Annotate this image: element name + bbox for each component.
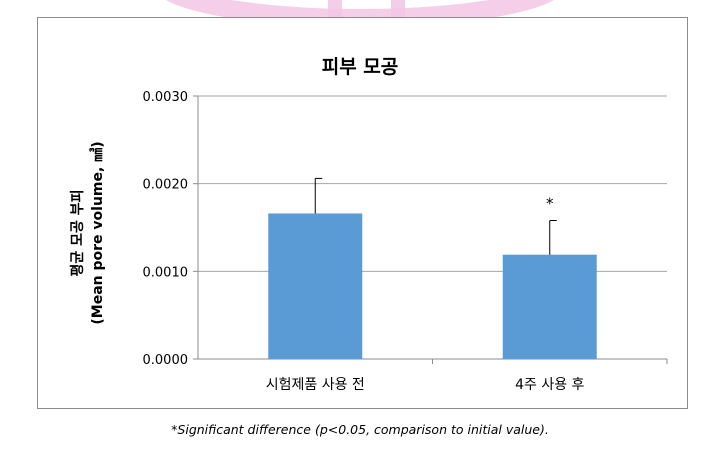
chart-title: 피부 모공: [321, 56, 399, 78]
x-tick-label: 4주 사용 후: [515, 377, 584, 393]
footnote: *Significant difference (p<0.05, compari…: [171, 422, 549, 437]
y-tick-label: 0.0030: [143, 90, 189, 105]
bar: [268, 213, 363, 359]
y-tick-label: 0.0020: [143, 178, 189, 193]
y-tick-label: 0.0010: [143, 265, 189, 280]
x-tick-label: 시험제품 사용 전: [266, 377, 365, 393]
significance-marker: *: [546, 194, 554, 212]
y-tick-label: 0.0000: [143, 353, 189, 368]
bar: [502, 254, 597, 359]
